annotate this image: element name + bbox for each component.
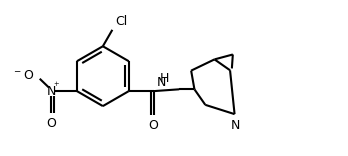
Text: N: N [231,119,240,132]
Text: O: O [149,119,158,132]
Text: $^-$O: $^-$O [11,69,34,82]
Text: N: N [47,85,56,98]
Text: H: H [160,72,169,85]
Text: O: O [47,117,56,130]
Text: $^+$: $^+$ [52,81,60,91]
Text: N: N [157,76,166,89]
Text: Cl: Cl [115,15,127,28]
